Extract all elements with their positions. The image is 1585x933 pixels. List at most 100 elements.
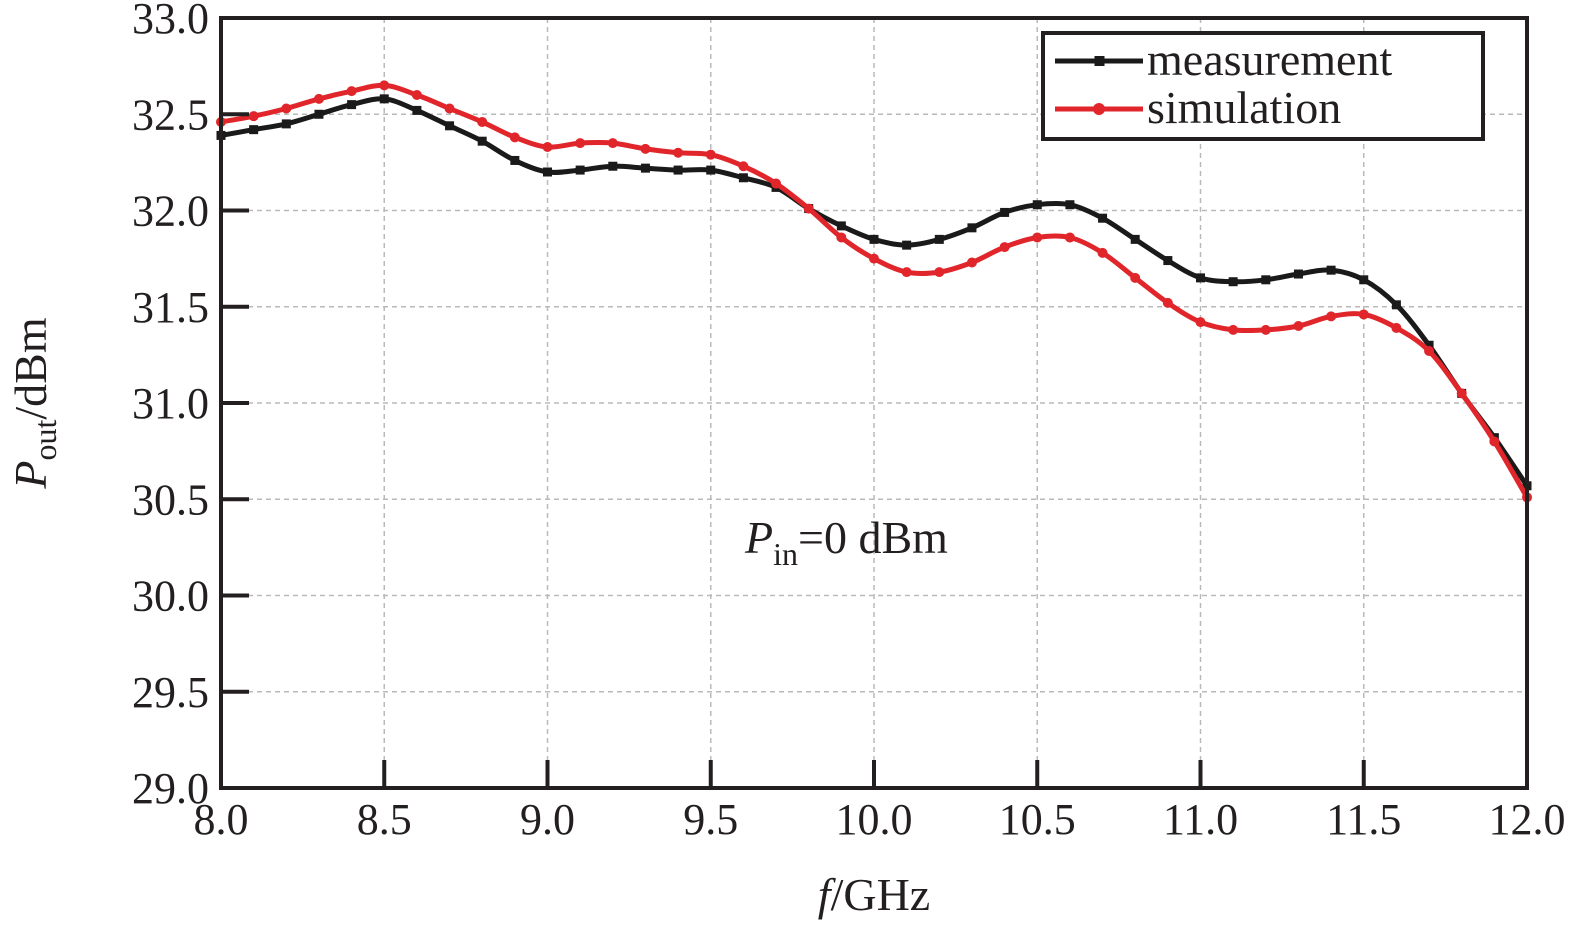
x-tick-label: 10.5	[999, 795, 1076, 844]
data-point-simulation	[966, 257, 977, 268]
data-point-measurement	[1065, 200, 1075, 210]
data-point-measurement	[510, 155, 520, 165]
data-point-simulation	[1358, 309, 1369, 320]
data-point-simulation	[999, 242, 1010, 253]
data-point-measurement	[314, 109, 324, 119]
data-point-simulation	[509, 132, 520, 143]
y-tick-label: 33.0	[132, 0, 209, 43]
data-point-simulation	[1195, 317, 1206, 328]
data-point-simulation	[1489, 436, 1500, 447]
data-point-simulation	[1032, 232, 1043, 243]
data-point-measurement	[1032, 200, 1042, 210]
data-point-measurement	[1359, 275, 1369, 285]
annotation-pin: Pin=0 dBm	[744, 512, 948, 572]
data-point-measurement	[379, 94, 389, 104]
data-point-simulation	[1162, 297, 1173, 308]
y-tick-label: 31.5	[132, 283, 209, 332]
x-tick-label: 9.5	[683, 795, 738, 844]
data-point-measurement	[477, 136, 487, 146]
data-point-measurement	[608, 161, 618, 171]
legend-label: measurement	[1147, 34, 1392, 85]
data-point-measurement	[902, 240, 912, 250]
data-point-simulation	[575, 138, 586, 149]
data-point-measurement	[1293, 269, 1303, 279]
data-point-measurement	[869, 234, 879, 244]
data-point-measurement	[1424, 340, 1434, 350]
y-tick-label: 32.5	[132, 90, 209, 139]
data-point-simulation	[803, 203, 814, 214]
data-point-measurement	[836, 221, 846, 231]
data-point-simulation	[379, 80, 390, 91]
data-point-simulation	[1456, 388, 1467, 399]
y-tick-label: 30.0	[132, 572, 209, 621]
data-point-simulation	[673, 147, 684, 158]
legend-label: simulation	[1147, 82, 1341, 133]
data-point-simulation	[248, 111, 259, 122]
x-tick-labels: 8.0 8.5 9.0 9.5 10.0 10.5 11.0 11.5 12.0	[194, 795, 1566, 844]
x-axis-label-unit: /GHz	[831, 869, 931, 920]
annotation-subscript: in	[773, 536, 798, 572]
data-point-measurement	[1098, 213, 1108, 223]
data-point-simulation	[411, 90, 422, 100]
data-point-simulation	[934, 267, 945, 278]
legend-box	[1041, 31, 1485, 141]
x-tick-label: 8.0	[194, 795, 249, 844]
annotation-symbol: P	[744, 512, 773, 563]
x-tick-label: 10.0	[836, 795, 913, 844]
data-point-simulation	[1326, 311, 1337, 322]
data-point-simulation	[738, 161, 749, 172]
y-tick-label: 29.5	[132, 668, 209, 717]
y-tick-labels: 29.0 29.5 30.0 30.5 31.0 31.5 32.0 32.5 33.0	[132, 0, 209, 813]
data-point-measurement	[1130, 234, 1140, 244]
data-point-simulation	[771, 178, 782, 189]
data-point-measurement	[1261, 275, 1271, 285]
data-point-measurement	[640, 163, 650, 173]
x-axis-label: f/GHz	[818, 869, 930, 920]
data-point-simulation	[444, 103, 455, 114]
data-point-simulation	[1293, 321, 1304, 331]
data-point-simulation	[1260, 324, 1271, 335]
annotation-value: =0 dBm	[798, 512, 948, 563]
data-point-measurement	[575, 165, 585, 175]
y-axis-label-unit: /dBm	[5, 317, 56, 419]
data-point-simulation	[542, 141, 553, 152]
data-point-simulation	[836, 232, 847, 243]
data-point-measurement	[281, 119, 291, 129]
series-layer	[216, 80, 1532, 503]
data-point-simulation	[281, 103, 292, 114]
series-simulation	[216, 80, 1532, 503]
data-point-simulation	[607, 138, 618, 149]
x-tick-label: 8.5	[357, 795, 412, 844]
data-point-simulation	[346, 86, 357, 97]
data-point-measurement	[543, 167, 552, 177]
y-tick-label: 30.5	[132, 475, 209, 524]
x-tick-label: 12.0	[1489, 795, 1566, 844]
data-point-measurement	[934, 234, 944, 244]
x-tick-label: 11.5	[1326, 795, 1401, 844]
data-point-measurement	[1391, 300, 1401, 310]
data-point-measurement	[445, 121, 455, 131]
axis-ticks	[219, 16, 1529, 790]
legend-swatch-marker	[1094, 56, 1105, 66]
data-point-simulation	[1424, 346, 1435, 357]
y-axis-label-symbol: P	[5, 461, 56, 490]
y-axis-label: Pout/dBm	[5, 317, 63, 489]
data-point-simulation	[1064, 232, 1075, 243]
y-tick-label: 29.0	[132, 764, 209, 813]
x-tick-label: 9.0	[520, 795, 575, 844]
data-point-measurement	[412, 105, 422, 115]
data-point-simulation	[901, 267, 912, 278]
data-point-simulation	[869, 253, 879, 264]
x-tick-label: 11.0	[1163, 795, 1238, 844]
y-tick-label: 32.0	[132, 187, 209, 236]
data-point-measurement	[1196, 273, 1205, 283]
y-tick-label: 31.0	[132, 379, 209, 428]
data-point-measurement	[1000, 207, 1010, 217]
data-point-simulation	[1130, 272, 1141, 283]
data-point-measurement	[706, 165, 716, 175]
series-measurement	[216, 94, 1532, 491]
data-point-measurement	[249, 125, 259, 135]
data-point-measurement	[1163, 256, 1173, 266]
